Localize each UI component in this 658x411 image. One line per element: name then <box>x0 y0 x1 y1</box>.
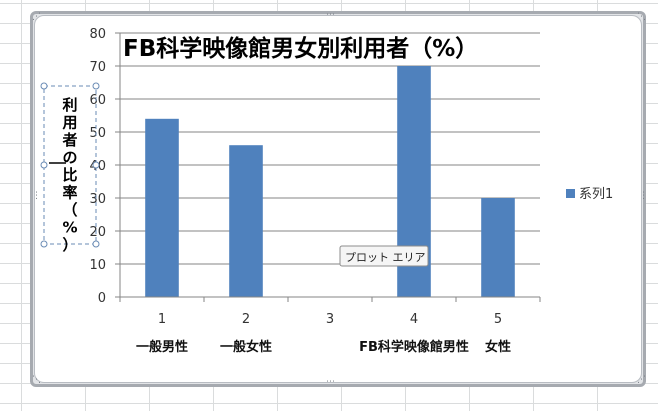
x-tick-label: 5 <box>494 312 502 327</box>
top-resize-grip[interactable]: ⋯ <box>326 10 335 20</box>
category-label: 一般女性 <box>220 339 272 355</box>
x-tick-label: 2 <box>242 312 250 327</box>
category-label: 一般男性 <box>136 339 188 355</box>
x-axis-ticks: 1 2 3 4 5 <box>119 297 541 327</box>
selection-handle[interactable] <box>40 161 48 169</box>
y-tick-label: 10 <box>89 258 106 273</box>
corner-grip-bl[interactable]: ⋱ <box>32 375 41 385</box>
selection-handle[interactable] <box>92 240 100 248</box>
y-axis-title-char: ） <box>62 236 77 254</box>
y-tick-label: 70 <box>89 60 106 75</box>
tooltip: プロット エリア <box>339 245 429 267</box>
x-tick-label: 3 <box>326 312 334 327</box>
x-tick-label: 4 <box>410 312 418 327</box>
category-labels: 一般男性 一般女性 FB科学映像館男性 女性 <box>136 339 511 355</box>
y-axis-title-char: の <box>62 149 77 167</box>
category-label: FB科学映像館男性 <box>359 339 469 355</box>
y-axis-title-char: 者 <box>62 131 77 149</box>
bar-5[interactable] <box>481 198 515 297</box>
selection-handle[interactable] <box>92 161 100 169</box>
bottom-resize-grip[interactable]: ⋯ <box>326 377 335 387</box>
bars[interactable] <box>145 66 515 297</box>
legend-swatch <box>566 189 575 198</box>
x-tick-label: 1 <box>158 312 166 327</box>
gridlines <box>120 32 540 265</box>
chart-title[interactable]: FB科学映像館男女別利用者（%） <box>123 35 478 62</box>
selection-handle[interactable] <box>92 82 100 90</box>
bar-2[interactable] <box>229 145 263 297</box>
y-axis-title-char: 率 <box>62 184 77 202</box>
selection-handle[interactable] <box>40 240 48 248</box>
y-tick-label: 30 <box>89 192 106 207</box>
y-axis-title-char: % <box>62 219 77 237</box>
y-tick-label: 50 <box>89 126 106 141</box>
corner-grip-tr[interactable]: ⋱ <box>637 12 646 22</box>
y-tick-label: 20 <box>89 225 106 240</box>
y-axis-title-char: 利 <box>62 96 77 114</box>
y-tick-label: 0 <box>98 291 106 306</box>
tooltip-label: プロット エリア <box>345 251 426 264</box>
chart-area[interactable] <box>34 15 642 383</box>
corner-grip-br[interactable]: ⋰ <box>637 375 646 385</box>
bar-1[interactable] <box>145 118 179 297</box>
y-axis-ticks: 01020304050607080 <box>89 27 120 306</box>
y-axis-title-char: 用 <box>62 114 77 132</box>
selection-handle[interactable] <box>40 82 48 90</box>
legend[interactable]: 系列1 <box>566 187 613 202</box>
category-label: 女性 <box>485 339 511 355</box>
corner-grip-tl[interactable]: ⋰ <box>32 12 41 22</box>
right-resize-grip[interactable]: ⋮ <box>639 191 648 201</box>
legend-label: 系列1 <box>579 187 613 202</box>
y-axis-title-char: 比 <box>62 166 77 184</box>
y-tick-label: 60 <box>89 93 106 108</box>
y-axis-title-char: （ <box>62 201 77 219</box>
y-tick-label: 80 <box>89 27 106 42</box>
left-resize-grip[interactable]: ⋮ <box>32 191 41 201</box>
